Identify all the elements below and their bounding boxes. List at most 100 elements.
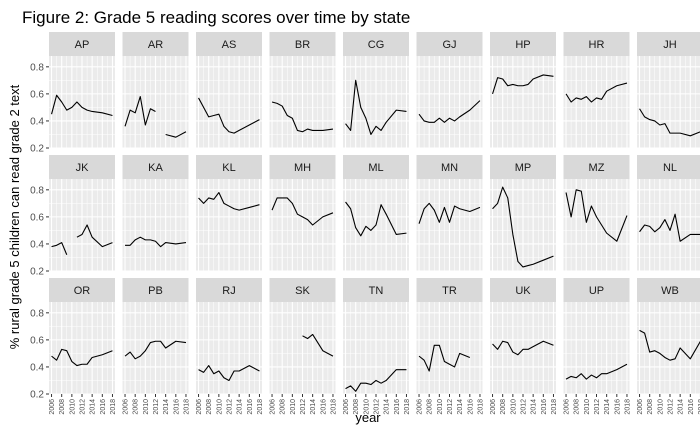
gridlines-or bbox=[49, 302, 115, 395]
x-tick-label: 2012 bbox=[668, 399, 675, 415]
strip-label-mh: MH bbox=[294, 162, 311, 174]
series-line-br bbox=[271, 101, 334, 133]
x-tick-label: 2018 bbox=[551, 399, 558, 415]
x-tick-label: 2014 bbox=[90, 399, 97, 415]
gridlines-jk bbox=[49, 179, 115, 272]
panel-wb: WB 2006 2008 2010 2012 2014 2016 2018 bbox=[637, 278, 700, 415]
panel-mz: MZ bbox=[563, 155, 630, 272]
x-tick-label: 2018 bbox=[183, 399, 190, 415]
series-line-ar bbox=[124, 96, 187, 138]
gridlines-ka bbox=[122, 179, 189, 272]
x-tick-label: 2016 bbox=[100, 399, 107, 415]
x-tick-label: 2014 bbox=[163, 399, 170, 415]
series-line-cg bbox=[345, 79, 407, 136]
x-tick-label: 2018 bbox=[330, 399, 337, 415]
y-tick-label: 0.4 bbox=[30, 116, 44, 127]
x-tick-label: 2016 bbox=[467, 399, 474, 415]
series-line-pb bbox=[124, 340, 187, 360]
y-axis-title: % rural grade 5 children can read grade … bbox=[7, 84, 22, 349]
gridlines-ap bbox=[49, 56, 115, 149]
series-line-jk bbox=[51, 224, 113, 255]
strip-gj bbox=[416, 32, 483, 56]
x-tick-label: 2018 bbox=[110, 399, 117, 415]
panel-ml: ML bbox=[343, 155, 409, 272]
x-tick-label: 2008 bbox=[133, 399, 140, 415]
x-tick-label: 2012 bbox=[300, 399, 307, 415]
x-tick-label: 2014 bbox=[310, 399, 317, 415]
series-line-gj bbox=[418, 100, 481, 123]
x-tick-label: 2016 bbox=[173, 399, 180, 415]
series-line-hr bbox=[565, 82, 628, 103]
gridlines-gj bbox=[416, 56, 483, 149]
series-line-ml bbox=[345, 201, 407, 237]
strip-cg bbox=[343, 32, 409, 56]
y-tick-label: 0.4 bbox=[30, 239, 44, 250]
gridlines-ml bbox=[343, 179, 409, 272]
y-tick-label: 0.4 bbox=[30, 362, 44, 373]
strip-label-ap: AP bbox=[75, 39, 90, 51]
x-tick-label: 2018 bbox=[477, 399, 484, 415]
series-line-mn bbox=[418, 202, 481, 224]
strip-ar bbox=[122, 32, 189, 56]
panel-sk: SK 2006 2008 2010 2012 2014 2016 2018 bbox=[269, 278, 337, 415]
strip-uk bbox=[490, 278, 556, 302]
panel-cg: CG bbox=[343, 32, 409, 149]
x-tick-label: 2006 bbox=[637, 399, 644, 415]
panel-kl: KL bbox=[196, 155, 262, 272]
strip-label-nl: NL bbox=[663, 162, 677, 174]
strip-kl bbox=[196, 155, 262, 179]
strip-tn bbox=[343, 278, 409, 302]
strip-label-mz: MZ bbox=[589, 162, 605, 174]
gridlines-kl bbox=[196, 179, 262, 272]
series-line-ap bbox=[51, 94, 113, 117]
gridlines-cg bbox=[343, 56, 409, 149]
panel-mn: MN bbox=[416, 155, 483, 272]
strip-label-or: OR bbox=[74, 285, 91, 297]
strip-label-mn: MN bbox=[441, 162, 458, 174]
facet-panels: AP 0.2 0.4 0.6 0.8 AR AS BR CG GJ HP HR JH JK 0.2 0.4 0.… bbox=[30, 32, 700, 415]
strip-hp bbox=[490, 32, 556, 56]
strip-jh bbox=[637, 32, 700, 56]
panel-as: AS bbox=[196, 32, 262, 149]
gridlines-rj bbox=[196, 302, 262, 395]
gridlines-pb bbox=[122, 302, 189, 395]
x-axis-title: year bbox=[355, 410, 381, 425]
plot-area-jh bbox=[637, 56, 700, 148]
x-tick-label: 2006 bbox=[490, 399, 497, 415]
x-tick-label: 2018 bbox=[698, 399, 700, 415]
x-tick-label: 2012 bbox=[447, 399, 454, 415]
gridlines-as bbox=[196, 56, 262, 149]
panel-jk: JK 0.2 0.4 0.6 0.8 bbox=[30, 155, 115, 278]
gridlines-mp bbox=[490, 179, 556, 272]
y-tick-label: 0.8 bbox=[30, 308, 44, 319]
y-tick-label: 0.6 bbox=[30, 335, 44, 346]
gridlines-mn bbox=[416, 179, 483, 272]
x-tick-label: 2016 bbox=[320, 399, 327, 415]
strip-ml bbox=[343, 155, 409, 179]
gridlines-mh bbox=[269, 179, 336, 272]
x-tick-label: 2006 bbox=[417, 399, 424, 415]
x-tick-label: 2010 bbox=[657, 399, 664, 415]
strip-label-mp: MP bbox=[515, 162, 532, 174]
strip-as bbox=[196, 32, 262, 56]
series-line-uk bbox=[492, 340, 554, 356]
series-line-ka bbox=[125, 236, 187, 248]
series-line-rj bbox=[198, 365, 260, 382]
strip-br bbox=[269, 32, 336, 56]
strip-rj bbox=[196, 278, 262, 302]
strip-label-br: BR bbox=[295, 39, 310, 51]
series-line-jh bbox=[639, 108, 700, 137]
x-tick-label: 2012 bbox=[80, 399, 87, 415]
strip-label-ml: ML bbox=[368, 162, 383, 174]
x-tick-label: 2006 bbox=[49, 399, 56, 415]
strip-label-tn: TN bbox=[369, 285, 384, 297]
x-tick-label: 2014 bbox=[237, 399, 244, 415]
strip-label-cg: CG bbox=[368, 39, 385, 51]
strip-nl bbox=[637, 155, 700, 179]
x-tick-label: 2016 bbox=[688, 399, 695, 415]
panel-jh: JH bbox=[637, 32, 700, 149]
y-tick-label: 0.2 bbox=[30, 144, 44, 155]
panel-br: BR bbox=[269, 32, 336, 149]
series-line-or bbox=[51, 348, 113, 367]
series-line-tn bbox=[345, 369, 407, 392]
